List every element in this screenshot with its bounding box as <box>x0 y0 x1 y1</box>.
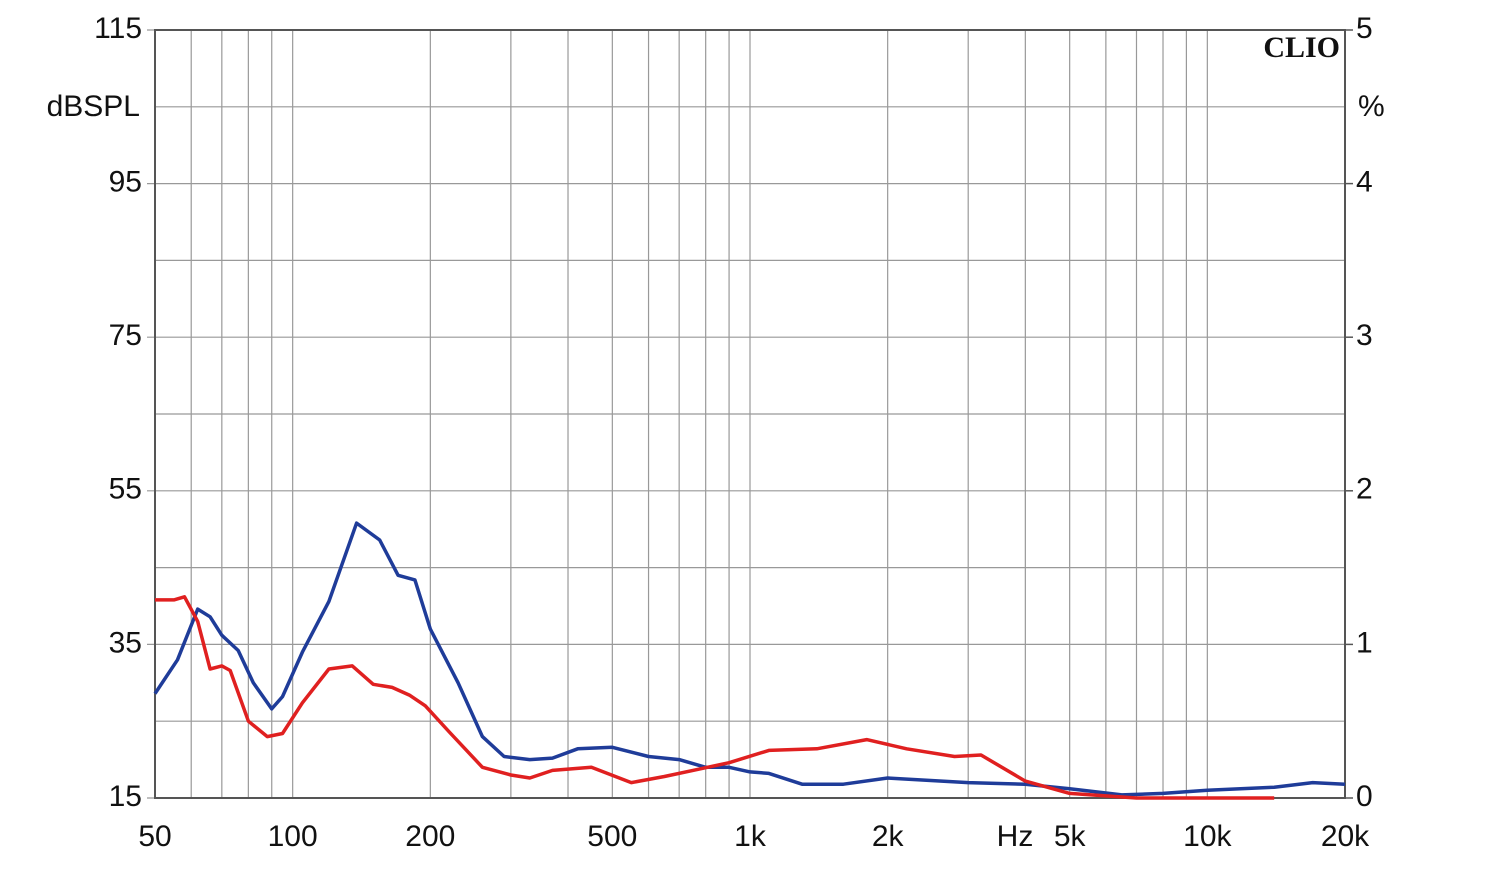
series-line <box>155 595 1275 800</box>
x-tick-label: 50 <box>138 820 171 853</box>
x-tick-label: 2k <box>872 820 905 853</box>
y-tick-label: 75 <box>109 319 142 352</box>
y-axis-label: dBSPL <box>47 90 140 123</box>
y-tick-label: 95 <box>109 166 142 199</box>
y-tick-label: 35 <box>109 626 142 659</box>
x-tick-label: 100 <box>268 820 318 853</box>
y-tick-label: 55 <box>109 473 142 506</box>
plot-frame <box>154 29 1346 799</box>
x-tick-label: 1k <box>734 820 767 853</box>
y2-tick-label: 4 <box>1356 166 1373 199</box>
x-tick-label: 500 <box>587 820 637 853</box>
y2-tick-label: 3 <box>1356 319 1373 352</box>
x-tick-label: 20k <box>1321 820 1370 853</box>
brand: CLIO <box>1263 31 1340 64</box>
y2-axis-label: % <box>1358 90 1385 123</box>
y2-tick-label: 2 <box>1356 473 1373 506</box>
y-tick-label: 115 <box>94 12 142 45</box>
x-axis-label: Hz <box>997 820 1034 853</box>
y2-tick-label: 5 <box>1356 12 1373 45</box>
x-tick-label: 10k <box>1183 820 1232 853</box>
x-tick-label: 200 <box>405 820 455 853</box>
x-tick-label: 5k <box>1054 820 1087 853</box>
y2-tick-label: 0 <box>1356 780 1373 813</box>
y-tick-label: 15 <box>109 780 142 813</box>
y2-tick-label: 1 <box>1356 626 1373 659</box>
